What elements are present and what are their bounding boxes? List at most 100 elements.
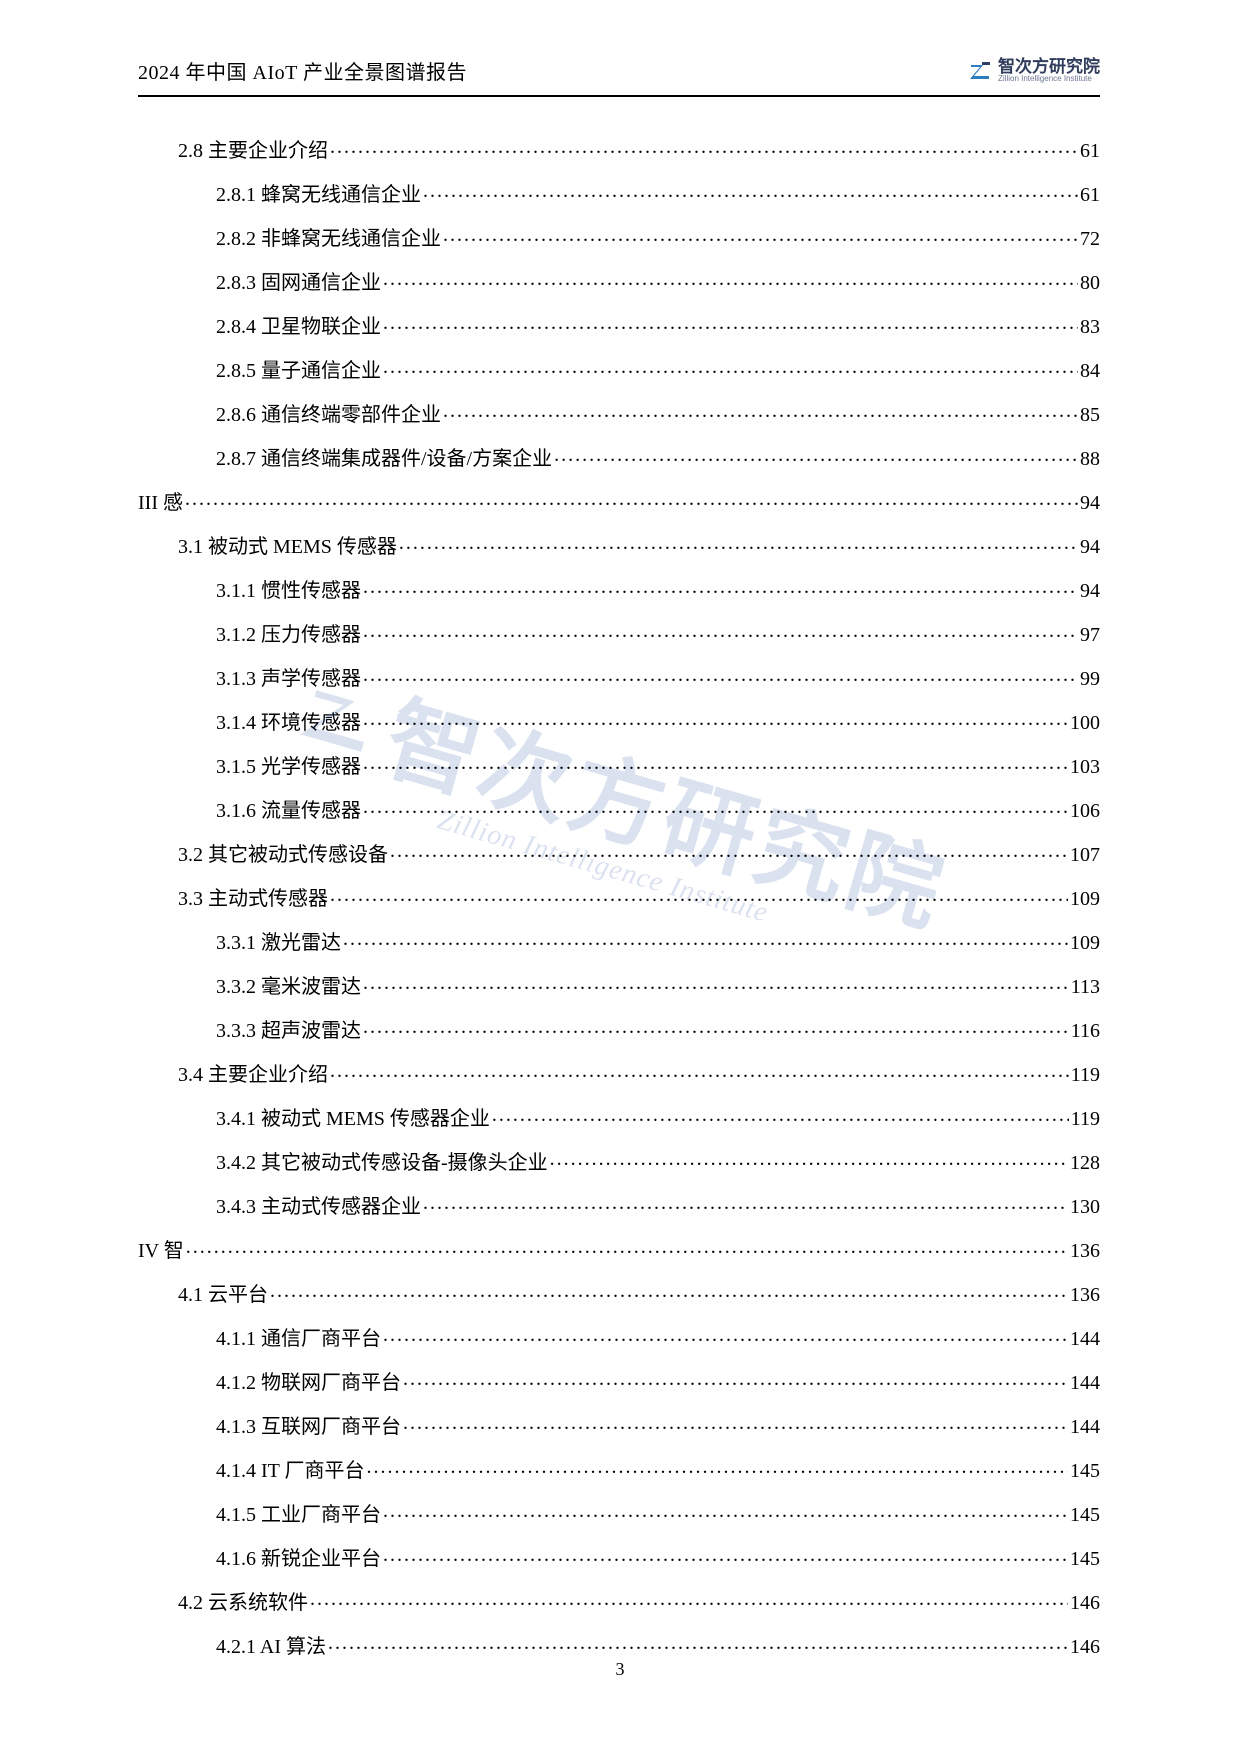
toc-page: 94 <box>1080 493 1100 513</box>
toc-label: 4.2.1 AI 算法 <box>216 1637 326 1657</box>
toc-page: 100 <box>1070 713 1100 733</box>
toc-page: 85 <box>1080 405 1100 425</box>
toc-page: 61 <box>1080 185 1100 205</box>
toc-label: 3.3.1 激光雷达 <box>216 933 341 953</box>
toc-row: 3.4.3 主动式传感器企业 130 <box>138 1193 1100 1217</box>
toc-leader-dots <box>186 1237 1068 1257</box>
toc-leader-dots <box>363 797 1068 817</box>
toc-label: 4.1.5 工业厂商平台 <box>216 1505 381 1525</box>
toc-page: 83 <box>1080 317 1100 337</box>
toc-page: 144 <box>1070 1417 1100 1437</box>
toc-label: IV 智 <box>138 1241 184 1261</box>
toc-leader-dots <box>185 489 1078 509</box>
toc-leader-dots <box>383 269 1078 289</box>
toc-label: 3.1.5 光学传感器 <box>216 757 361 777</box>
toc-leader-dots <box>270 1281 1068 1301</box>
toc-leader-dots <box>330 137 1078 157</box>
toc-page: 99 <box>1080 669 1100 689</box>
toc-row: 3.1.6 流量传感器 106 <box>138 797 1100 821</box>
toc-page: 72 <box>1080 229 1100 249</box>
toc-label: 3.1.1 惯性传感器 <box>216 581 361 601</box>
toc-label: 3.1 被动式 MEMS 传感器 <box>178 537 397 557</box>
toc-label: 4.1.2 物联网厂商平台 <box>216 1373 401 1393</box>
toc-row: 2.8.2 非蜂窝无线通信企业72 <box>138 225 1100 249</box>
toc-page: 106 <box>1070 801 1100 821</box>
toc-leader-dots <box>363 577 1078 597</box>
toc-label: 2.8.6 通信终端零部件企业 <box>216 405 441 425</box>
toc-label: 4.1.6 新锐企业平台 <box>216 1549 381 1569</box>
toc-row: 2.8.1 蜂窝无线通信企业 61 <box>138 181 1100 205</box>
toc-label: 4.1.1 通信厂商平台 <box>216 1329 381 1349</box>
toc-row: 2.8.4 卫星物联企业 83 <box>138 313 1100 337</box>
toc-label: 2.8.5 量子通信企业 <box>216 361 381 381</box>
toc-row: 3.1.2 压力传感器97 <box>138 621 1100 645</box>
toc-row: 3.4 主要企业介绍 119 <box>138 1061 1100 1085</box>
toc-leader-dots <box>363 973 1069 993</box>
toc-row: 4.1 云平台136 <box>138 1281 1100 1305</box>
toc-row: 3.4.2 其它被动式传感设备-摄像头企业128 <box>138 1149 1100 1173</box>
toc-row: 3.3.1 激光雷达109 <box>138 929 1100 953</box>
toc-label: 2.8.1 蜂窝无线通信企业 <box>216 185 421 205</box>
toc-label: 3.1.2 压力传感器 <box>216 625 361 645</box>
header-title: 2024 年中国 AIoT 产业全景图谱报告 <box>138 56 467 85</box>
page-number: 3 <box>0 1659 1240 1680</box>
toc-label: 3.4 主要企业介绍 <box>178 1065 328 1085</box>
toc-label: 2.8.4 卫星物联企业 <box>216 317 381 337</box>
toc-page: 136 <box>1070 1241 1100 1261</box>
toc-row: 3.3.3 超声波雷达116 <box>138 1017 1100 1041</box>
toc-page: 116 <box>1071 1021 1100 1041</box>
toc-page: 94 <box>1080 581 1100 601</box>
toc-leader-dots <box>550 1149 1068 1169</box>
toc-leader-dots <box>328 1633 1068 1653</box>
toc-row: 3.3 主动式传感器109 <box>138 885 1100 909</box>
toc-leader-dots <box>363 1017 1069 1037</box>
toc-page: 130 <box>1070 1197 1100 1217</box>
page: 2024 年中国 AIoT 产业全景图谱报告 智次方研究院 Zillion In… <box>0 0 1240 1754</box>
toc-page: 84 <box>1080 361 1100 381</box>
toc-row: 2.8.5 量子通信企业 84 <box>138 357 1100 381</box>
toc-page: 80 <box>1080 273 1100 293</box>
toc-page: 103 <box>1070 757 1100 777</box>
toc-label: 3.4.3 主动式传感器企业 <box>216 1197 421 1217</box>
toc-leader-dots <box>383 357 1078 377</box>
toc-leader-dots <box>443 401 1078 421</box>
toc-leader-dots <box>310 1589 1068 1609</box>
toc-row: 3.1.4 环境传感器100 <box>138 709 1100 733</box>
toc-row: 3.1.5 光学传感器 103 <box>138 753 1100 777</box>
toc-leader-dots <box>363 709 1068 729</box>
toc-page: 145 <box>1070 1549 1100 1569</box>
toc-row: 2.8.3 固网通信企业80 <box>138 269 1100 293</box>
toc-row: 4.1.2 物联网厂商平台 144 <box>138 1369 1100 1393</box>
toc-leader-dots <box>343 929 1068 949</box>
toc-label: 3.1.6 流量传感器 <box>216 801 361 821</box>
toc-label: 3.2 其它被动式传感设备 <box>178 845 388 865</box>
toc-row: 2.8.7 通信终端集成器件/设备/方案企业 88 <box>138 445 1100 469</box>
toc-leader-dots <box>399 533 1078 553</box>
toc-label: III 感 <box>138 493 183 513</box>
toc-label: 2.8.7 通信终端集成器件/设备/方案企业 <box>216 449 552 469</box>
toc-leader-dots <box>443 225 1078 245</box>
toc-leader-dots <box>390 841 1068 861</box>
toc-row: IV 智 136 <box>138 1237 1100 1261</box>
toc-leader-dots <box>363 665 1078 685</box>
toc-leader-dots <box>403 1369 1068 1389</box>
table-of-contents: 2.8 主要企业介绍612.8.1 蜂窝无线通信企业612.8.2 非蜂窝无线通… <box>138 137 1100 1657</box>
toc-page: 146 <box>1070 1593 1100 1613</box>
toc-label: 3.4.2 其它被动式传感设备-摄像头企业 <box>216 1153 548 1173</box>
logo-text-en: Zillion Intelligence Institute <box>998 75 1100 83</box>
toc-page: 144 <box>1070 1373 1100 1393</box>
toc-row: 4.1.6 新锐企业平台 145 <box>138 1545 1100 1569</box>
toc-label: 4.1.4 IT 厂商平台 <box>216 1461 365 1481</box>
toc-label: 3.4.1 被动式 MEMS 传感器企业 <box>216 1109 490 1129</box>
toc-label: 3.3 主动式传感器 <box>178 889 328 909</box>
toc-page: 94 <box>1080 537 1100 557</box>
toc-row: 4.1.3 互联网厂商平台144 <box>138 1413 1100 1437</box>
toc-row: 3.4.1 被动式 MEMS 传感器企业119 <box>138 1105 1100 1129</box>
toc-leader-dots <box>403 1413 1068 1433</box>
toc-page: 119 <box>1071 1065 1100 1085</box>
toc-page: 88 <box>1080 449 1100 469</box>
toc-leader-dots <box>423 1193 1068 1213</box>
toc-row: 4.1.5 工业厂商平台145 <box>138 1501 1100 1525</box>
toc-row: 3.2 其它被动式传感设备107 <box>138 841 1100 865</box>
toc-leader-dots <box>492 1105 1069 1125</box>
